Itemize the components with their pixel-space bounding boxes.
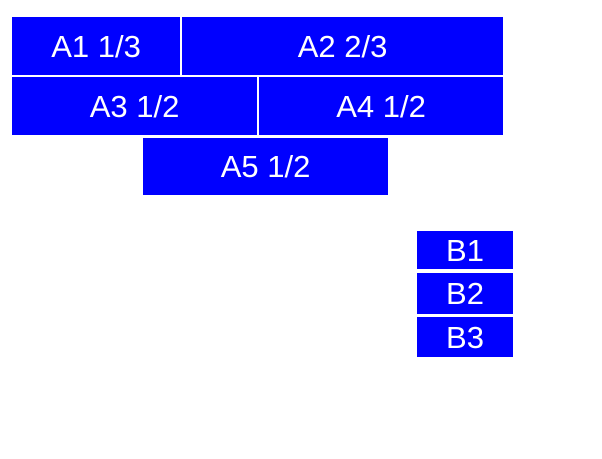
block-b2: B2	[417, 273, 513, 314]
block-b1: B1	[417, 231, 513, 269]
block-a5: A5 1/2	[143, 138, 388, 195]
block-a2: A2 2/3	[182, 17, 503, 75]
block-a3: A3 1/2	[12, 77, 257, 135]
block-b3: B3	[417, 317, 513, 357]
block-a4: A4 1/2	[259, 77, 503, 135]
block-a1: A1 1/3	[12, 17, 180, 75]
